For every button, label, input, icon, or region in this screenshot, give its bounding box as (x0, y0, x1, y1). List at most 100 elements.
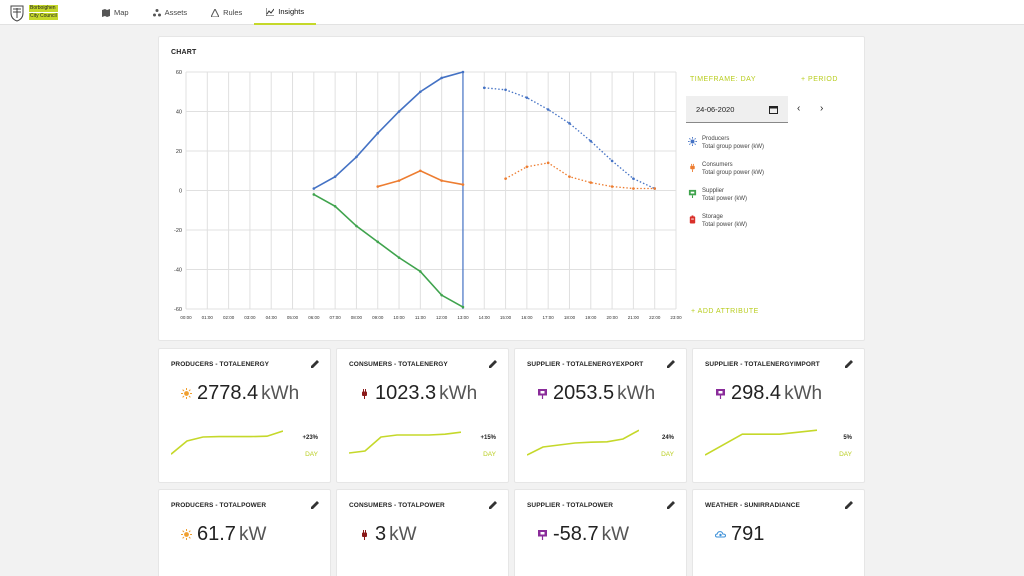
legend-consumers-sub: Total group power (kW) (702, 170, 765, 176)
kpi-card-producers-totalpower[interactable]: PRODUCERS - TOTALPOWER 61.7 kW (158, 489, 331, 576)
plug-icon (362, 389, 367, 399)
y-tick-label: 20 (176, 149, 182, 155)
kpi-card-supplier-totalenergyimport[interactable]: SUPPLIER - TOTALENERGYIMPORT 298.4 kWh 5… (692, 348, 865, 483)
data-point-consumers (397, 179, 401, 182)
battery-icon (689, 215, 696, 224)
edit-icon[interactable] (310, 359, 320, 369)
x-tick-label: 23:00 (670, 315, 682, 320)
edit-icon[interactable] (666, 359, 676, 369)
y-tick-label: -20 (174, 228, 182, 234)
kpi-period[interactable]: DAY (483, 451, 496, 458)
y-tick-label: 60 (176, 70, 182, 76)
kpi-title: CONSUMERS - TOTALPOWER (349, 502, 445, 509)
data-point-consumers (653, 187, 656, 190)
kpi-number: 298.4 (731, 382, 782, 404)
calendar-icon[interactable] (769, 105, 778, 114)
add-period-button[interactable]: + PERIOD (801, 76, 838, 83)
kpi-card-consumers-totalpower[interactable]: CONSUMERS - TOTALPOWER 3 kW (336, 489, 509, 576)
data-point-producers (525, 96, 529, 99)
supplier-icon (538, 530, 547, 540)
kpi-period[interactable]: DAY (305, 451, 318, 458)
timeframe-selector[interactable]: TIMEFRAME: DAY (690, 76, 756, 83)
data-point-consumers (461, 183, 465, 186)
kpi-number: 61.7 (197, 523, 236, 545)
sparkline-path (171, 430, 283, 455)
weather-icon (715, 531, 726, 538)
nav-rules-label: Rules (223, 8, 243, 17)
edit-icon[interactable] (488, 500, 498, 510)
crest-icon (10, 5, 24, 22)
data-point-consumers (610, 185, 614, 188)
date-input[interactable]: 24-06-2020 (686, 96, 788, 123)
data-point-consumers (525, 165, 529, 169)
supplier-icon (688, 189, 697, 198)
next-date-button[interactable]: › (820, 103, 824, 114)
x-tick-label: 17:00 (543, 315, 555, 320)
kpi-title: CONSUMERS - TOTALENERGY (349, 361, 448, 368)
x-tick-label: 16:00 (521, 315, 533, 320)
edit-icon[interactable] (666, 500, 676, 510)
kpi-unit: kWh (617, 382, 656, 404)
sparkline-path (527, 429, 639, 456)
kpi-period[interactable]: DAY (839, 451, 852, 458)
sun-icon (181, 388, 192, 399)
x-tick-label: 13:00 (457, 315, 469, 320)
data-point-producers (419, 90, 422, 94)
nav-map[interactable]: Map (90, 0, 141, 25)
data-point-consumers (568, 175, 571, 178)
kpi-card-supplier-totalpower[interactable]: SUPPLIER - TOTALPOWER -58.7 kW (514, 489, 687, 576)
data-point-consumers (589, 181, 593, 184)
legend-consumers-name: Consumers (702, 162, 733, 168)
kpi-delta: +23% (302, 435, 318, 441)
edit-icon[interactable] (844, 500, 854, 510)
data-point-producers (440, 76, 443, 80)
previous-date-button[interactable]: ‹ (797, 103, 801, 114)
legend-producers-name: Producers (702, 136, 730, 142)
x-tick-label: 15:00 (500, 315, 512, 320)
legend-storage[interactable]: Storage Total power (kW) (688, 213, 747, 229)
kpi-title: PRODUCERS - TOTALENERGY (171, 361, 270, 368)
x-tick-label: 21:00 (628, 315, 640, 320)
top-bar: Borboighen City Council Map Assets Rules… (0, 0, 1024, 25)
rules-icon (211, 8, 220, 17)
edit-icon[interactable] (844, 359, 854, 369)
chart-title: CHART (171, 49, 197, 56)
kpi-title: WEATHER - SUNIRRADIANCE (705, 502, 800, 509)
kpi-period[interactable]: DAY (661, 451, 674, 458)
edit-icon[interactable] (488, 359, 498, 369)
nav-assets[interactable]: Assets (141, 0, 200, 25)
kpi-value: 791 (715, 523, 767, 546)
x-tick-label: 10:00 (393, 315, 405, 320)
kpi-card-weather-sunirradiance[interactable]: WEATHER - SUNIRRADIANCE 791 (692, 489, 865, 576)
y-tick-label: -60 (174, 307, 182, 313)
nav-rules[interactable]: Rules (199, 0, 254, 25)
x-tick-label: 07:00 (329, 315, 341, 320)
main-nav: Map Assets Rules Insights (90, 0, 317, 25)
kpi-delta: 24% (661, 435, 674, 441)
data-point-supplier (419, 270, 422, 273)
x-tick-label: 22:00 (649, 315, 661, 320)
kpi-value: 2778.4 kWh (181, 382, 299, 405)
legend-supplier[interactable]: Supplier Total power (kW) (688, 187, 747, 203)
legend-supplier-name: Supplier (702, 188, 725, 194)
kpi-value: 1023.3 kWh (359, 382, 477, 405)
kpi-card-consumers-totalenergy[interactable]: CONSUMERS - TOTALENERGY 1023.3 kWh +15% … (336, 348, 509, 483)
add-attribute-button[interactable]: + ADD ATTRIBUTE (691, 308, 759, 315)
x-tick-label: 03:00 (244, 315, 256, 320)
sun-icon (181, 529, 192, 540)
legend-producers[interactable]: Producers Total group power (kW) (688, 135, 764, 151)
kpi-value: -58.7 kW (537, 523, 629, 546)
kpi-card-supplier-totalenergyexport[interactable]: SUPPLIER - TOTALENERGYEXPORT 2053.5 kWh … (514, 348, 687, 483)
legend-consumers[interactable]: Consumers Total group power (kW) (688, 161, 764, 177)
kpi-card-producers-totalenergy[interactable]: PRODUCERS - TOTALENERGY 2778.4 kWh +23% … (158, 348, 331, 483)
council-logo[interactable]: Borboighen City Council (8, 3, 58, 22)
y-tick-label: 40 (176, 110, 182, 116)
x-tick-label: 09:00 (372, 315, 384, 320)
nav-insights[interactable]: Insights (254, 0, 317, 25)
supplier-icon (716, 389, 725, 399)
insights-chart[interactable]: 60 40 20 0 -20 -40 -60 00:00 01:00 02:00 03:00 04:0… (158, 36, 683, 341)
kpi-title: SUPPLIER - TOTALENERGYEXPORT (527, 361, 644, 368)
kpi-value: 2053.5 kWh (537, 382, 655, 405)
edit-icon[interactable] (310, 500, 320, 510)
supplier-icon (538, 389, 547, 399)
